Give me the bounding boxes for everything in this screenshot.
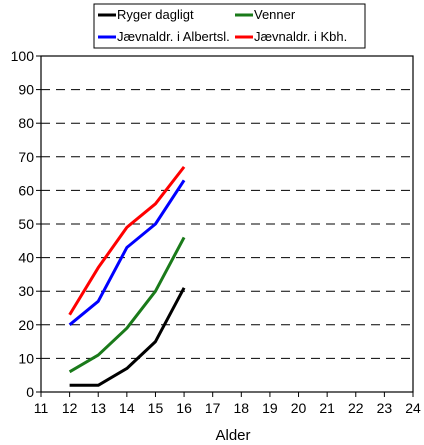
y-tick-label: 70 xyxy=(18,149,34,165)
series-line-2 xyxy=(68,179,186,326)
x-tick-label: 24 xyxy=(405,400,421,416)
y-axis: 0 10 20 30 40 50 60 70 80 90 100 xyxy=(11,48,41,400)
y-tick-label: 80 xyxy=(18,115,34,131)
legend-box xyxy=(93,3,366,49)
y-tick-label: 40 xyxy=(18,250,34,266)
y-tick-label: 50 xyxy=(18,216,34,232)
x-tick-label: 19 xyxy=(262,400,278,416)
legend-label-2: Jævnaldr. i Albertsl. xyxy=(117,29,230,44)
x-tick-label: 20 xyxy=(291,400,307,416)
series-layer xyxy=(68,165,186,387)
y-tick-label: 30 xyxy=(18,283,34,299)
legend-label-0: Ryger dagligt xyxy=(117,7,194,22)
series-line-0 xyxy=(69,287,186,387)
x-tick-label: 17 xyxy=(205,400,221,416)
x-tick-label: 22 xyxy=(348,400,364,416)
y-tick-label: 60 xyxy=(18,182,34,198)
y-tick-label: 20 xyxy=(18,317,34,333)
x-tick-label: 21 xyxy=(319,400,335,416)
x-tick-label: 14 xyxy=(119,400,135,416)
x-tick-label: 11 xyxy=(34,400,49,416)
x-tick-label: 15 xyxy=(148,400,164,416)
x-tick-label: 18 xyxy=(234,400,250,416)
x-axis: 11 12 13 14 15 16 17 18 19 20 21 22 23 24 xyxy=(34,392,421,416)
legend-label-1: Venner xyxy=(254,7,296,22)
x-tick-label: 16 xyxy=(176,400,192,416)
x-axis-title: Alder xyxy=(215,427,250,444)
x-tick-label: 23 xyxy=(377,400,393,416)
x-tick-label: 12 xyxy=(62,400,78,416)
x-tick-label: 13 xyxy=(90,400,106,416)
y-tick-label: 90 xyxy=(18,82,34,98)
y-tick-label: 100 xyxy=(11,48,35,64)
y-tick-label: 0 xyxy=(26,384,34,400)
legend-label-3: Jævnaldr. i Kbh. xyxy=(254,29,347,44)
gridlines xyxy=(41,89,413,359)
series-line-3 xyxy=(68,165,186,316)
series-line-1 xyxy=(68,236,186,374)
y-tick-label: 10 xyxy=(18,350,34,366)
legend: Ryger dagligt Venner Jævnaldr. i Albertsl.… xyxy=(93,3,366,49)
